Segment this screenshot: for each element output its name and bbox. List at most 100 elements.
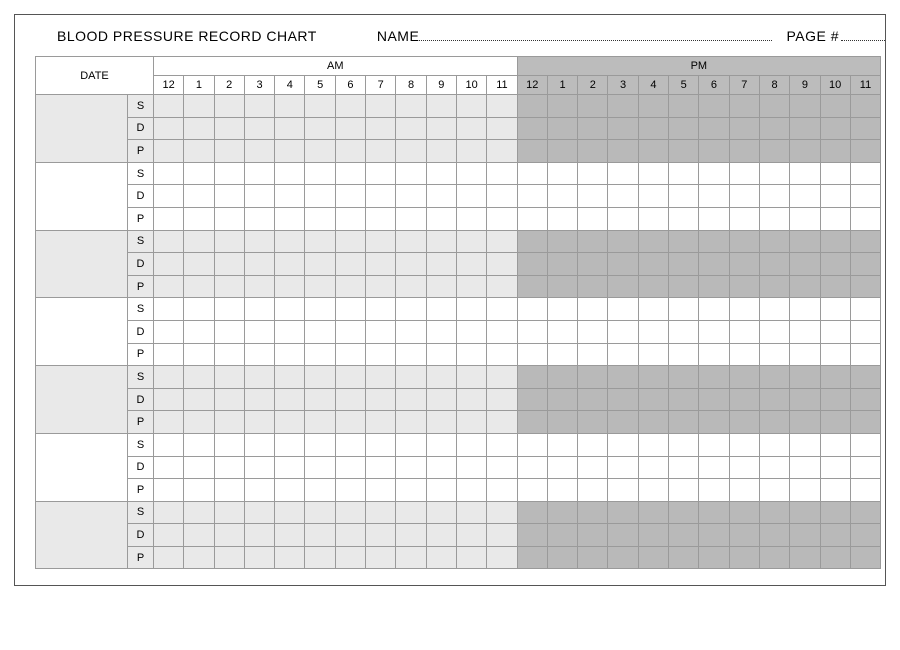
chart-title: BLOOD PRESSURE RECORD CHART <box>57 28 317 44</box>
data-cell <box>608 433 638 456</box>
table-row: D <box>36 117 881 140</box>
data-cell <box>578 479 608 502</box>
data-cell <box>366 366 396 389</box>
data-cell <box>820 524 850 547</box>
data-cell <box>669 366 699 389</box>
date-cell <box>36 230 128 298</box>
data-cell <box>335 456 365 479</box>
data-cell <box>487 95 517 118</box>
data-cell <box>456 185 486 208</box>
data-cell <box>578 275 608 298</box>
data-cell <box>820 95 850 118</box>
data-cell <box>850 253 880 276</box>
data-cell <box>850 230 880 253</box>
data-cell <box>790 501 820 524</box>
data-cell <box>729 343 759 366</box>
data-cell <box>608 253 638 276</box>
measurement-type-label: P <box>128 343 154 366</box>
data-cell <box>638 140 668 163</box>
data-cell <box>578 456 608 479</box>
data-cell <box>820 140 850 163</box>
data-cell <box>396 162 426 185</box>
data-cell <box>820 546 850 569</box>
data-cell <box>578 253 608 276</box>
data-cell <box>366 253 396 276</box>
table-row: P <box>36 411 881 434</box>
data-cell <box>699 185 729 208</box>
data-cell <box>366 298 396 321</box>
data-cell <box>335 433 365 456</box>
data-cell <box>214 388 244 411</box>
data-cell <box>608 140 638 163</box>
data-cell <box>426 411 456 434</box>
hour-header: 5 <box>669 76 699 95</box>
measurement-type-label: S <box>128 298 154 321</box>
table-row: D <box>36 388 881 411</box>
data-cell <box>638 207 668 230</box>
data-cell <box>699 253 729 276</box>
data-cell <box>578 320 608 343</box>
data-cell <box>396 546 426 569</box>
data-cell <box>578 185 608 208</box>
data-cell <box>184 253 214 276</box>
hour-header: 4 <box>275 76 305 95</box>
data-cell <box>305 275 335 298</box>
measurement-type-label: D <box>128 117 154 140</box>
data-cell <box>638 117 668 140</box>
hour-header: 11 <box>487 76 517 95</box>
data-cell <box>759 343 789 366</box>
data-cell <box>154 140 184 163</box>
data-cell <box>790 366 820 389</box>
data-cell <box>759 162 789 185</box>
data-cell <box>517 275 547 298</box>
data-cell <box>790 140 820 163</box>
data-cell <box>608 546 638 569</box>
data-cell <box>456 479 486 502</box>
data-cell <box>305 411 335 434</box>
data-cell <box>154 320 184 343</box>
data-cell <box>456 95 486 118</box>
table-row: P <box>36 207 881 230</box>
data-cell <box>517 207 547 230</box>
data-cell <box>699 162 729 185</box>
data-cell <box>184 230 214 253</box>
data-cell <box>820 185 850 208</box>
table-row: S <box>36 501 881 524</box>
measurement-type-label: D <box>128 388 154 411</box>
data-cell <box>699 275 729 298</box>
hour-header: 7 <box>729 76 759 95</box>
data-cell <box>578 388 608 411</box>
data-cell <box>366 95 396 118</box>
data-cell <box>547 230 577 253</box>
data-cell <box>517 230 547 253</box>
data-cell <box>578 95 608 118</box>
data-cell <box>184 320 214 343</box>
data-cell <box>154 95 184 118</box>
data-cell <box>184 185 214 208</box>
data-cell <box>759 479 789 502</box>
data-cell <box>699 343 729 366</box>
data-cell <box>547 366 577 389</box>
data-cell <box>154 275 184 298</box>
data-cell <box>366 140 396 163</box>
data-cell <box>547 162 577 185</box>
table-row: S <box>36 366 881 389</box>
data-cell <box>547 388 577 411</box>
data-cell <box>456 117 486 140</box>
data-cell <box>396 366 426 389</box>
data-cell <box>426 95 456 118</box>
measurement-type-label: S <box>128 95 154 118</box>
data-cell <box>184 546 214 569</box>
data-cell <box>578 524 608 547</box>
table-row: P <box>36 479 881 502</box>
data-cell <box>790 162 820 185</box>
data-cell <box>487 320 517 343</box>
measurement-type-label: S <box>128 501 154 524</box>
data-cell <box>487 388 517 411</box>
data-cell <box>547 433 577 456</box>
data-cell <box>456 253 486 276</box>
data-cell <box>154 479 184 502</box>
data-cell <box>275 546 305 569</box>
data-cell <box>335 501 365 524</box>
data-cell <box>638 320 668 343</box>
